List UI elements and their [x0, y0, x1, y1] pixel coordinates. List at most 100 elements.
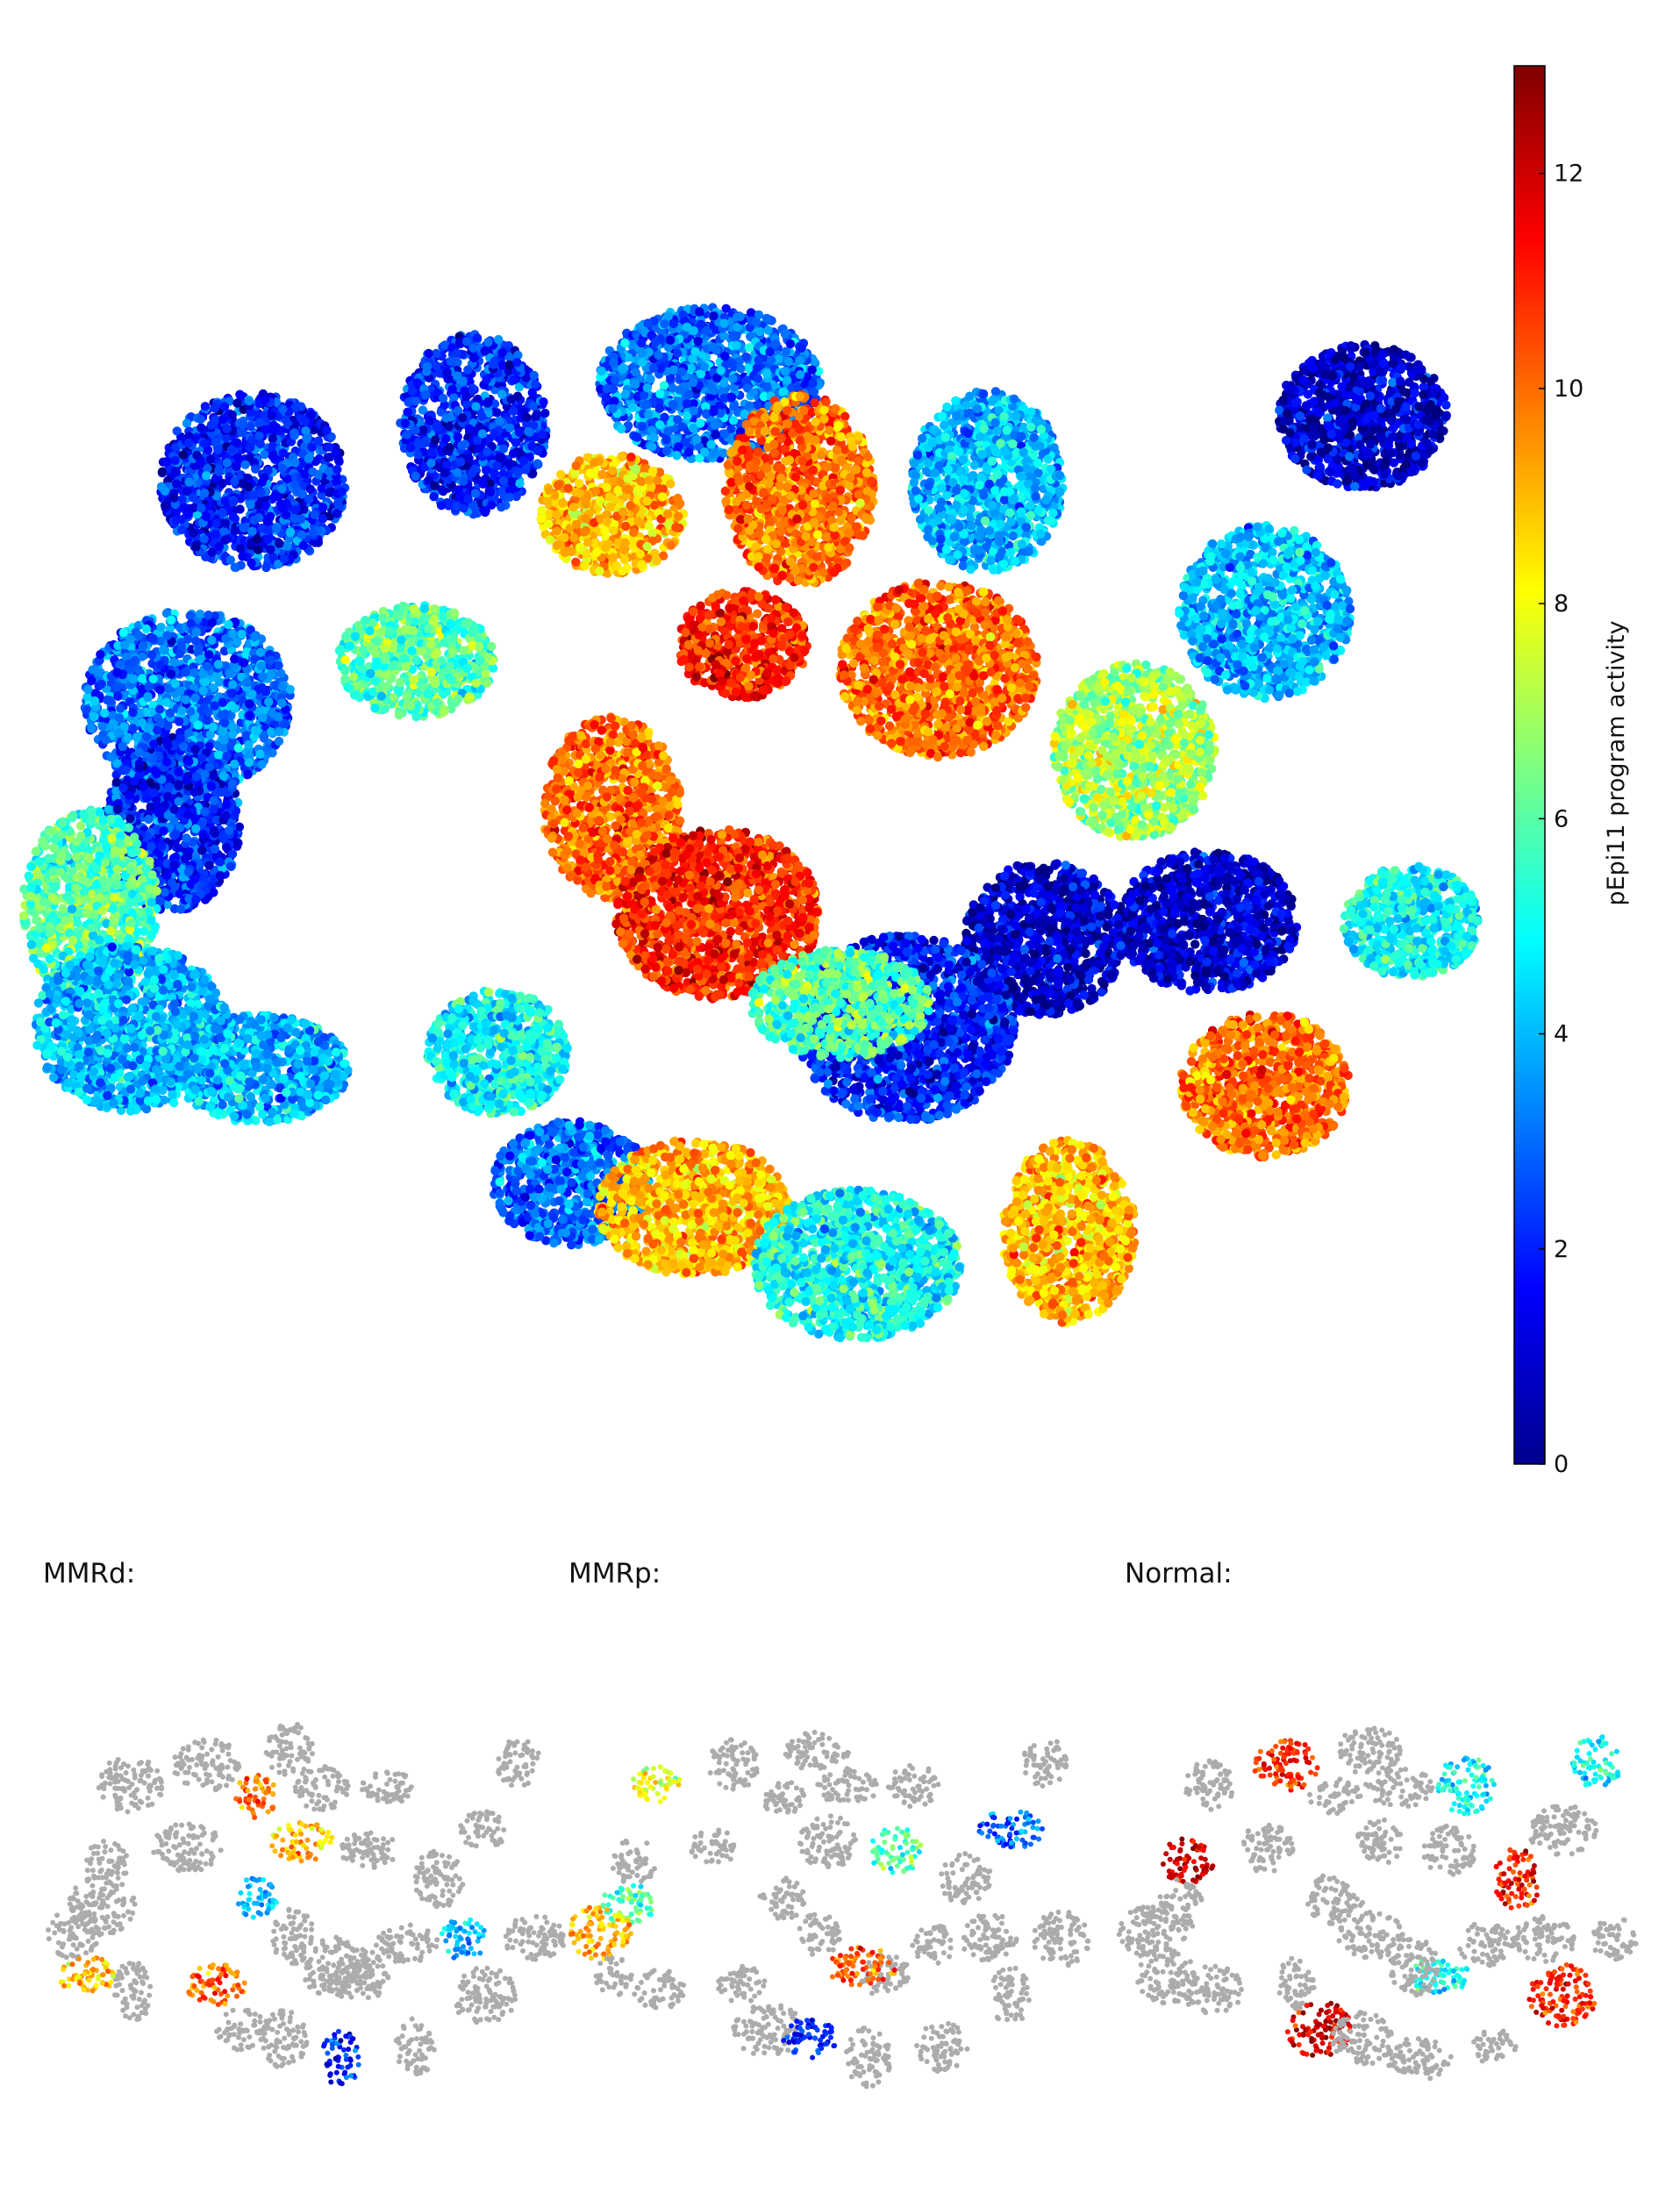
cell-point — [324, 467, 334, 476]
cell-point — [302, 433, 311, 444]
cell-point — [267, 411, 276, 420]
cell-point — [256, 488, 266, 498]
cell-point — [706, 439, 716, 449]
cell-point — [571, 519, 581, 529]
cell-point — [494, 334, 504, 345]
cell-point — [648, 432, 659, 442]
cell-point — [744, 343, 754, 353]
cell-point — [733, 524, 743, 533]
cell-point — [424, 348, 433, 359]
cell-point — [227, 410, 237, 420]
cell-point — [497, 502, 506, 512]
cell-point — [482, 375, 491, 384]
cell-point — [726, 477, 736, 488]
cell-point — [626, 501, 635, 511]
cell-point — [631, 432, 640, 441]
cell-point — [429, 492, 439, 502]
cell-point — [188, 493, 197, 503]
cell-point — [563, 483, 573, 493]
cell-point — [261, 562, 271, 573]
cell-point — [278, 404, 288, 414]
cell-point — [455, 457, 466, 467]
cell-point — [620, 538, 630, 547]
cell-point — [847, 442, 857, 452]
cell-point — [513, 468, 523, 477]
cell-point — [318, 503, 328, 512]
cell-point — [821, 397, 831, 407]
cell-point — [776, 433, 786, 444]
cell-point — [282, 541, 292, 551]
cell-point — [483, 446, 492, 457]
cell-point — [426, 458, 436, 468]
cell-point — [290, 458, 300, 468]
cell-point — [323, 453, 332, 462]
cell-point — [654, 404, 664, 413]
cell-point — [247, 558, 256, 568]
cell-point — [637, 357, 647, 368]
cell-point — [609, 358, 618, 368]
cell-point — [696, 319, 705, 329]
cell-point — [629, 527, 639, 538]
cell-point — [732, 331, 741, 340]
cell-point — [807, 365, 817, 375]
cell-point — [644, 410, 654, 419]
cell-point — [783, 375, 792, 385]
cell-point — [201, 471, 211, 481]
cell-point — [668, 365, 678, 375]
cell-point — [621, 521, 631, 532]
cell-point — [668, 318, 678, 329]
cell-point — [764, 478, 774, 489]
cell-point — [558, 498, 568, 508]
cell-point — [631, 368, 640, 377]
cell-point — [833, 421, 843, 431]
cell-point — [778, 387, 789, 396]
cell-point — [709, 386, 718, 396]
cell-point — [178, 450, 188, 460]
cell-point — [497, 389, 507, 399]
cell-point — [823, 494, 833, 504]
cell-point — [862, 486, 872, 496]
cell-point — [571, 557, 581, 567]
cell-point — [199, 488, 210, 498]
cell-point — [262, 525, 273, 535]
cell-point — [218, 508, 227, 518]
cell-point — [844, 481, 854, 490]
cell-point — [235, 389, 245, 399]
cell-point — [672, 451, 682, 461]
cell-point — [602, 517, 612, 526]
cell-point — [741, 500, 752, 511]
cell-point — [689, 423, 698, 433]
cell-point — [504, 423, 515, 433]
cell-point — [777, 505, 787, 515]
cell-point — [793, 575, 804, 585]
cell-point — [711, 346, 721, 355]
cell-point — [160, 501, 170, 511]
cell-point — [741, 352, 751, 361]
cell-point — [663, 311, 674, 321]
cell-point — [785, 556, 795, 567]
cell-point — [644, 521, 654, 531]
cell-point — [646, 375, 655, 384]
cell-point — [790, 566, 800, 576]
cell-point — [783, 418, 793, 429]
cell-point — [737, 492, 747, 503]
cell-point — [184, 477, 194, 487]
cell-point — [446, 356, 455, 367]
cell-point — [620, 338, 630, 348]
cell-point — [202, 511, 211, 521]
cell-point — [418, 425, 428, 435]
cell-point — [854, 489, 863, 499]
cell-point — [644, 475, 654, 485]
cell-point — [830, 404, 840, 413]
cell-point — [780, 329, 790, 339]
cell-point — [743, 514, 753, 524]
cell-point — [485, 487, 496, 497]
cell-point — [481, 505, 490, 516]
cell-point — [776, 473, 786, 482]
cell-point — [792, 514, 802, 524]
cell-point — [628, 403, 638, 412]
cell-point — [852, 522, 861, 532]
cell-point — [753, 447, 763, 457]
cell-point — [162, 456, 172, 467]
cluster-1 — [396, 330, 551, 519]
